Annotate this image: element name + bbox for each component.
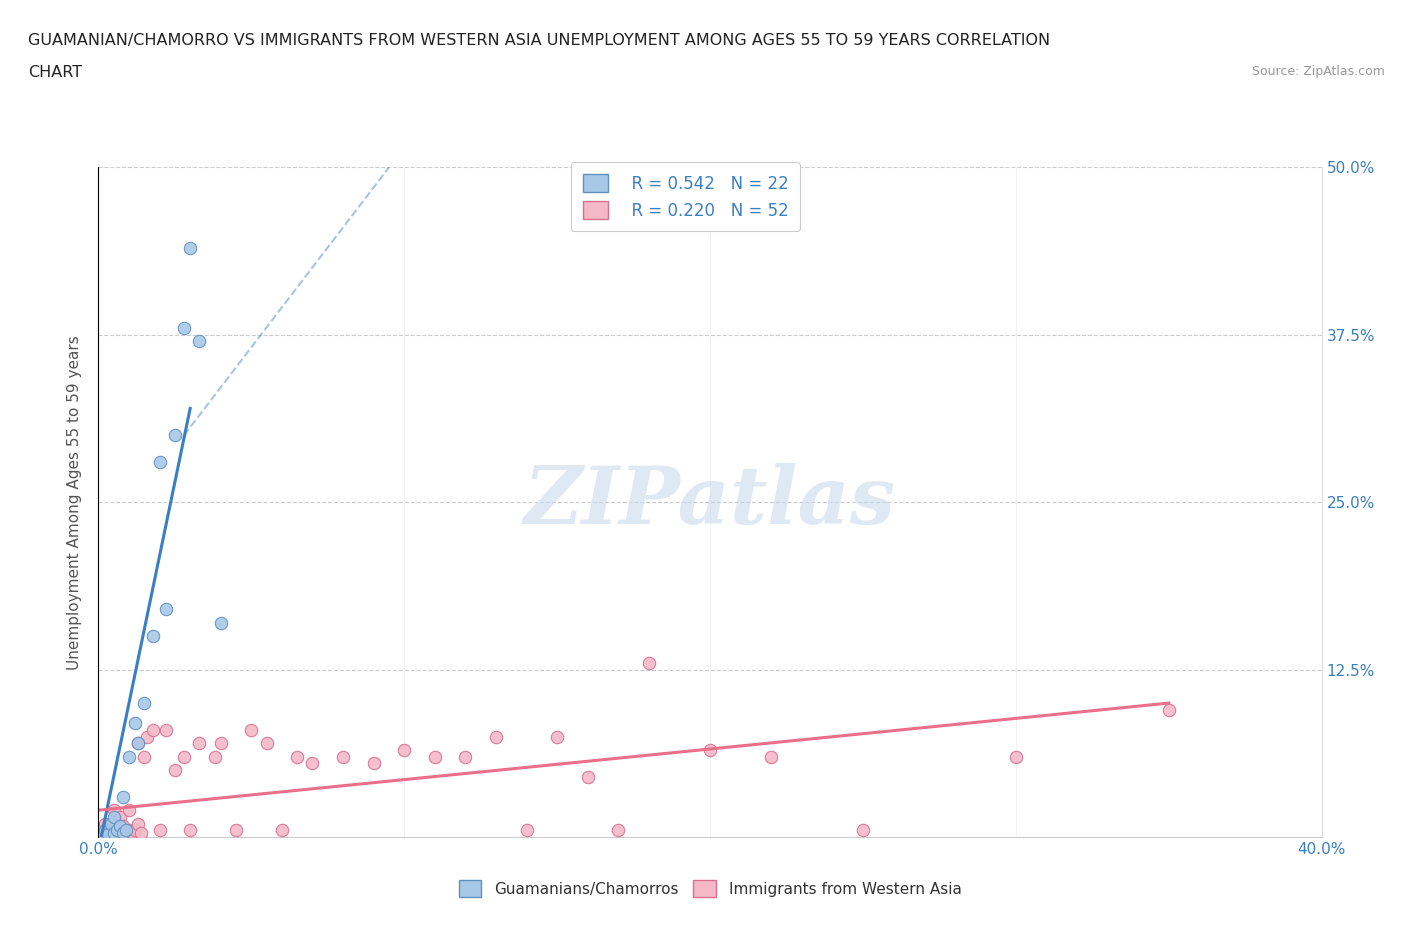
Point (546, 729, 568, 744)
Point (363, 756, 385, 771)
Point (225, 823, 247, 838)
Point (105, 823, 128, 838)
Point (142, 629, 165, 644)
Point (155, 723, 177, 737)
Point (256, 736, 278, 751)
Point (121, 826, 143, 841)
Point (637, 656, 661, 671)
Point (103, 818, 125, 833)
Point (173, 321, 195, 336)
Point (115, 823, 138, 838)
Point (118, 823, 141, 838)
Point (124, 716, 146, 731)
Point (209, 616, 232, 631)
Point (127, 817, 149, 831)
Point (97, 826, 120, 841)
Point (270, 823, 292, 838)
Text: Source: ZipAtlas.com: Source: ZipAtlas.com (1251, 65, 1385, 78)
Point (204, 750, 226, 764)
Point (163, 763, 186, 777)
Point (188, 334, 211, 349)
Point (173, 750, 195, 764)
Point (852, 823, 875, 838)
Point (90, 827, 112, 842)
Point (100, 823, 122, 838)
Point (1004, 750, 1026, 764)
Point (103, 826, 125, 841)
Point (155, 602, 177, 617)
Point (392, 742, 416, 757)
Point (136, 729, 159, 744)
Point (129, 826, 152, 841)
Point (179, 240, 201, 255)
Point (142, 723, 165, 737)
Point (93, 817, 115, 831)
Point (118, 750, 141, 764)
Point (97, 827, 120, 842)
Point (285, 750, 308, 764)
Text: GUAMANIAN/CHAMORRO VS IMMIGRANTS FROM WESTERN ASIA UNEMPLOYMENT AMONG AGES 55 TO: GUAMANIAN/CHAMORRO VS IMMIGRANTS FROM WE… (28, 33, 1050, 47)
Point (163, 428, 186, 443)
Point (124, 823, 146, 838)
Point (127, 736, 149, 751)
Point (516, 823, 538, 838)
Point (149, 455, 172, 470)
Point (93, 823, 115, 838)
Point (115, 826, 138, 841)
Point (108, 818, 131, 833)
Point (209, 736, 232, 751)
Point (240, 723, 263, 737)
Text: ZIPatlas: ZIPatlas (524, 463, 896, 541)
Point (127, 736, 149, 751)
Point (100, 817, 122, 831)
Point (103, 803, 125, 817)
Point (332, 750, 354, 764)
Point (179, 823, 201, 838)
Point (134, 750, 156, 764)
Point (301, 756, 323, 771)
Point (485, 729, 508, 744)
Point (87, 823, 110, 838)
Point (699, 742, 721, 757)
Legend: Guamanians/Chamorros, Immigrants from Western Asia: Guamanians/Chamorros, Immigrants from We… (453, 874, 967, 903)
Point (423, 750, 446, 764)
Point (118, 803, 141, 817)
Point (188, 736, 211, 751)
Point (1157, 702, 1180, 717)
Point (108, 823, 131, 838)
Point (111, 826, 134, 841)
Point (576, 769, 599, 784)
Point (111, 790, 134, 804)
Point (607, 823, 630, 838)
Point (103, 809, 125, 824)
Point (108, 809, 131, 824)
Point (134, 696, 156, 711)
Point (111, 818, 134, 833)
Y-axis label: Unemployment Among Ages 55 to 59 years: Unemployment Among Ages 55 to 59 years (67, 335, 83, 670)
Point (454, 750, 477, 764)
Text: CHART: CHART (28, 65, 82, 80)
Point (105, 826, 128, 841)
Point (759, 750, 782, 764)
Point (149, 823, 172, 838)
